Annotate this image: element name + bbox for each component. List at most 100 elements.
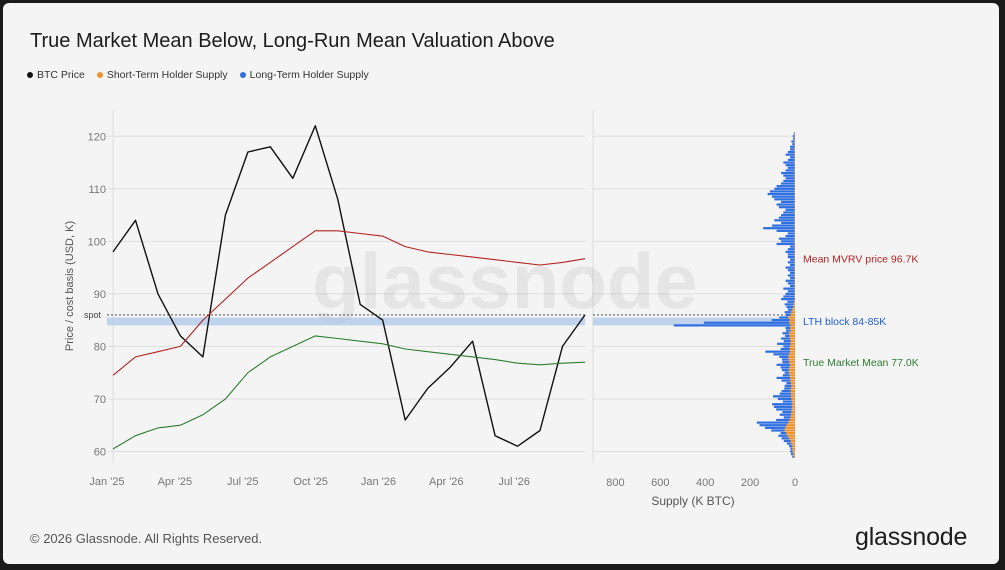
lth-supply-bar — [781, 298, 795, 301]
lth-supply-bar — [784, 387, 791, 390]
sth-supply-bar — [793, 453, 795, 456]
sth-supply-bar — [793, 305, 795, 309]
lth-supply-bar — [779, 413, 791, 416]
grid-lines — [108, 110, 795, 462]
sth-supply-bar — [788, 358, 795, 361]
annotation-label: Mean MVRV price 96.7K — [803, 254, 918, 266]
lth-supply-bar — [787, 282, 795, 285]
lth-supply-bar — [781, 379, 791, 382]
lth-supply-bar — [785, 334, 790, 338]
lth-supply-bar — [776, 229, 795, 232]
true-market-mean-line — [112, 335, 586, 450]
supply-axis-label: Supply (K BTC) — [651, 494, 734, 508]
sth-supply-bar — [792, 308, 795, 311]
lth-supply-bar — [785, 326, 791, 330]
legend-item-btc[interactable]: BTC Price — [27, 69, 85, 81]
lth-band-supply — [593, 317, 795, 326]
lth-supply-bar — [792, 455, 794, 458]
lth-supply-bar — [790, 277, 795, 280]
lth-supply-bar — [779, 355, 789, 359]
sth-supply-bar — [792, 403, 795, 406]
sth-supply-bar — [789, 334, 795, 338]
sth-supply-bar — [790, 329, 795, 332]
supply-tick-label: 200 — [741, 477, 759, 489]
lth-supply-bar — [781, 213, 795, 217]
lth-supply-bar — [786, 442, 792, 445]
lth-supply-bar — [784, 371, 790, 374]
lth-supply-bar — [787, 158, 795, 162]
lth-supply-bar — [792, 135, 795, 138]
lth-supply-bar — [783, 416, 791, 419]
lth-supply-bar — [786, 305, 794, 309]
lth-supply-bar — [787, 232, 795, 235]
supply-tick-label: 600 — [651, 477, 669, 489]
lth-supply-bar — [777, 342, 791, 345]
lth-supply-bar — [780, 366, 790, 369]
lth-supply-bar — [759, 424, 787, 427]
legend-item-sth[interactable]: Short-Term Holder Supply — [96, 69, 228, 81]
lth-supply-bar — [780, 347, 790, 351]
sth-supply-bar — [788, 316, 795, 319]
lth-supply-bar — [787, 261, 795, 264]
sth-supply-bar — [791, 311, 795, 314]
price-lines — [112, 125, 586, 450]
lth-supply-bar — [785, 279, 795, 282]
sth-supply-bar — [793, 303, 795, 306]
sth-supply-bar — [791, 405, 795, 408]
lth-supply-bar — [783, 340, 791, 343]
lth-supply-bar — [781, 171, 795, 175]
sth-supply-bar — [789, 437, 795, 440]
lth-supply-bar — [772, 224, 795, 227]
lth-supply-bar — [781, 240, 795, 243]
lth-supply-bar — [781, 437, 790, 440]
lth-supply-bar — [778, 216, 795, 219]
lth-supply-bar — [784, 311, 792, 314]
lth-supply-bar — [785, 250, 795, 253]
y-tick-label: 110 — [88, 184, 106, 196]
sth-supply-bar — [789, 418, 795, 422]
lth-supply-bar — [781, 200, 795, 204]
lth-supply-bar — [792, 143, 795, 146]
lth-supply-bar — [774, 219, 795, 222]
sth-supply-bar — [792, 445, 795, 448]
sth-supply-bar — [790, 324, 795, 327]
y-tick-label: 100 — [88, 236, 106, 248]
lth-supply-bar — [777, 397, 792, 401]
sth-supply-bar — [790, 416, 795, 419]
lth-supply-bar — [781, 221, 795, 225]
sth-supply-bar — [791, 442, 795, 445]
legend-swatch — [27, 72, 33, 78]
sth-supply-bar — [792, 447, 795, 450]
sth-supply-bar — [791, 397, 795, 401]
sth-supply-bar — [789, 319, 795, 322]
lth-supply-bar — [787, 290, 795, 293]
legend-label: Long-Term Holder Supply — [249, 69, 369, 81]
y-axis-label: Price / cost basis (USD, K) — [64, 221, 76, 351]
chart-frame: True Market Mean Below, Long-Run Mean Va… — [3, 3, 999, 564]
lth-supply-bar — [673, 324, 791, 327]
lth-supply-bar — [771, 429, 785, 432]
lth-supply-bar — [790, 148, 795, 151]
sth-supply-bar — [790, 342, 795, 345]
lth-supply-bar — [778, 237, 795, 240]
y-tick-label: 120 — [88, 131, 106, 143]
lth-supply-bar — [779, 316, 789, 319]
sth-supply-bar — [785, 426, 795, 429]
sth-supply-bar — [791, 384, 795, 387]
sth-supply-bar — [789, 374, 795, 377]
lth-supply-bar — [787, 253, 795, 256]
legend-item-lth[interactable]: Long-Term Holder Supply — [239, 69, 369, 81]
annotations: Mean MVRV price 96.7K LTH block 84-85K Tru… — [803, 254, 919, 369]
lth-supply-bar — [787, 166, 795, 169]
sth-supply-bar — [789, 321, 795, 324]
lth-supply-bar — [793, 137, 795, 141]
sth-supply-bar — [790, 350, 795, 353]
lth-supply-bar — [790, 453, 794, 456]
supply-tick-label: 0 — [792, 477, 798, 489]
lth-supply-bar — [785, 234, 795, 238]
lth-supply-bar — [783, 174, 795, 177]
lth-supply-bar — [781, 389, 791, 393]
x-tick-label: Jan '25 — [89, 476, 124, 488]
sth-supply-bar — [791, 408, 795, 411]
lth-supply-bar — [703, 321, 790, 324]
